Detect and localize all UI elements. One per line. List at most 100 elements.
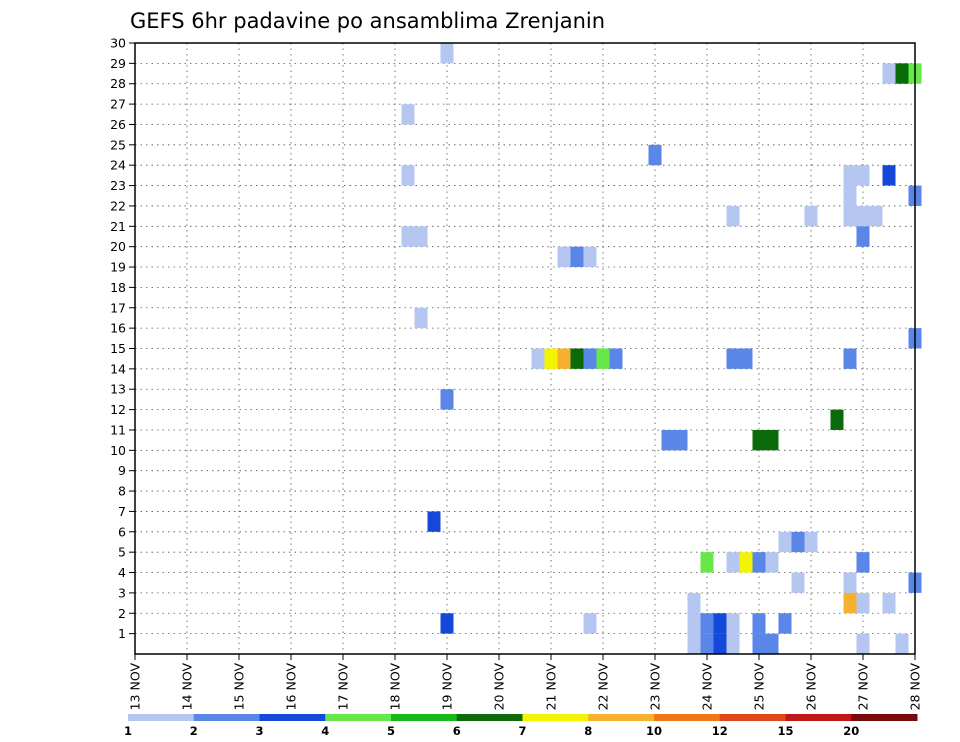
y-tick-label: 10 (110, 443, 126, 458)
legend-label: 12 (712, 724, 728, 738)
y-tick-label: 17 (110, 300, 126, 315)
legend-swatch (654, 714, 721, 721)
y-tick-label: 4 (118, 565, 126, 580)
precip-cell (778, 613, 792, 634)
grid-lines (135, 42, 915, 654)
precip-cell (713, 633, 727, 654)
precip-cell (765, 429, 779, 451)
precip-cell (895, 63, 909, 84)
precip-cell (843, 205, 857, 227)
precip-cell (882, 165, 896, 186)
legend-swatch (128, 714, 195, 721)
precip-cell (804, 531, 818, 553)
legend-label: 4 (321, 724, 329, 738)
y-tick-label: 18 (110, 280, 126, 295)
legend-label: 5 (387, 724, 395, 738)
precip-cell (687, 633, 701, 654)
x-tick-label: 20 NOV (492, 663, 507, 711)
legend-swatch (456, 714, 523, 721)
precip-cell (583, 613, 597, 634)
precip-cell (440, 43, 454, 64)
x-tick-label: 13 NOV (128, 663, 143, 711)
precip-cell (895, 633, 909, 654)
chart-title: GEFS 6hr padavine po ansamblima Zrenjani… (130, 9, 605, 33)
precip-cell (557, 246, 571, 268)
precip-cell (583, 348, 597, 369)
legend-swatch (391, 714, 458, 721)
y-tick-label: 12 (110, 402, 126, 417)
y-axis-ticks: 1234567891011121314151617181920212223242… (110, 36, 135, 641)
y-tick-label: 3 (118, 585, 126, 600)
x-axis-ticks: 13 NOV 14 NOV 15 NOV 16 NOV 17 NOV 18 NOV 19 N… (128, 654, 923, 710)
precip-cell (557, 348, 571, 369)
precip-cell (427, 511, 441, 532)
precip-cell (440, 613, 454, 634)
x-tick-label: 14 NOV (180, 663, 195, 711)
precip-cell (440, 389, 454, 410)
y-tick-label: 26 (110, 117, 126, 132)
y-tick-label: 30 (110, 36, 126, 51)
precip-cell (752, 633, 766, 654)
y-tick-label: 28 (110, 76, 126, 91)
x-tick-label: 28 NOV (908, 663, 923, 711)
precip-cell (856, 205, 870, 227)
precip-cell (830, 409, 844, 430)
precip-cell (687, 592, 701, 614)
precip-cell (726, 633, 740, 654)
legend-swatch (785, 714, 852, 721)
y-tick-label: 21 (110, 219, 126, 234)
legend-label: 15 (777, 724, 793, 738)
precip-cell (648, 144, 662, 166)
legend-label: 10 (646, 724, 662, 738)
precip-cell (726, 552, 740, 573)
x-tick-label: 16 NOV (284, 663, 299, 711)
legend-label: 7 (518, 724, 526, 738)
precip-cell (700, 552, 714, 573)
precip-cell (856, 552, 870, 573)
precip-cell (674, 429, 688, 451)
x-tick-label: 18 NOV (388, 663, 403, 711)
precip-cell (726, 205, 740, 227)
precip-cell (544, 348, 558, 369)
precipitation-cells (401, 43, 922, 654)
precip-cell (401, 104, 415, 125)
x-tick-label: 24 NOV (700, 663, 715, 711)
precip-cell (869, 205, 883, 227)
precip-cell (882, 592, 896, 614)
x-tick-label: 15 NOV (232, 663, 247, 711)
precip-cell (778, 531, 792, 553)
precip-cell (752, 429, 766, 451)
precip-cell (726, 348, 740, 369)
y-tick-label: 9 (118, 463, 126, 478)
precip-cell (856, 165, 870, 186)
precip-cell (856, 226, 870, 247)
precip-cell (843, 592, 857, 614)
precip-cell (739, 552, 753, 573)
precip-cell (700, 613, 714, 634)
precip-cell (765, 633, 779, 654)
precip-cell (609, 348, 623, 369)
x-tick-label: 26 NOV (804, 663, 819, 711)
precip-cell (752, 613, 766, 634)
y-tick-label: 2 (118, 606, 126, 621)
precip-cell (596, 348, 610, 369)
precip-cell (843, 185, 857, 206)
y-tick-label: 20 (110, 239, 126, 254)
x-tick-label: 19 NOV (440, 663, 455, 711)
y-tick-label: 5 (118, 545, 126, 560)
precip-cell (401, 165, 415, 186)
precip-cell (791, 572, 805, 593)
y-tick-label: 25 (110, 137, 126, 152)
precip-cell (700, 633, 714, 654)
legend-label: 8 (584, 724, 592, 738)
precip-cell (843, 348, 857, 369)
legend-label: 6 (453, 724, 461, 738)
x-tick-label: 22 NOV (596, 663, 611, 711)
precip-cell (752, 552, 766, 573)
precip-cell (765, 552, 779, 573)
y-tick-label: 23 (110, 178, 126, 193)
y-tick-label: 24 (110, 158, 126, 173)
precip-cell (570, 246, 584, 268)
y-tick-label: 29 (110, 56, 126, 71)
